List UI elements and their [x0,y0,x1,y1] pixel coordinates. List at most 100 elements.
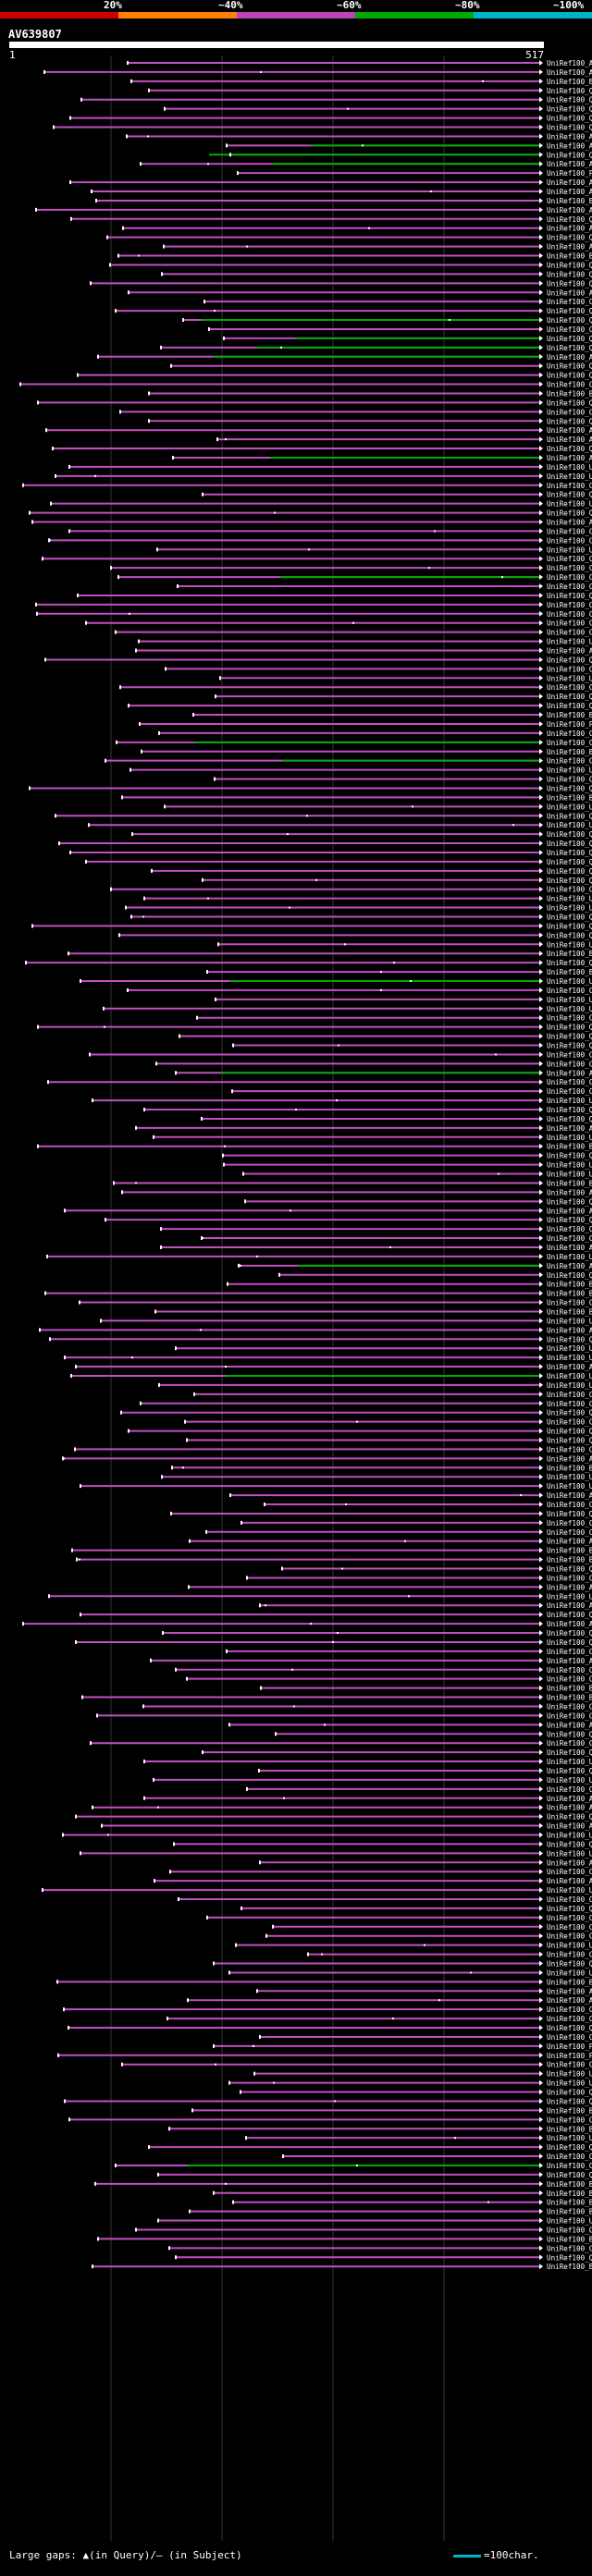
hit-label[interactable]: UniRef100_A3MYQ5 [547,426,592,435]
hit-label[interactable]: UniRef100_Q0UNR5 [547,959,592,967]
hit-label[interactable]: UniRef100_B9PH07 [547,1547,592,1555]
hit-label[interactable]: UniRef100_Q13DA6 [547,115,592,123]
hit-label[interactable]: UniRef100_C1EGH6 [547,1785,592,1794]
hit-label[interactable]: UniRef100_Q5LKF2 [547,215,592,224]
hit-label[interactable]: UniRef100_Q1DQH6 [547,1767,592,1775]
hit-label[interactable]: UniRef100_C7RZJ1 [547,1711,592,1720]
hit-label[interactable]: UniRef100_C1YSW9 [547,1648,592,1656]
hit-label[interactable]: UniRef100_C5UR06 [547,2015,592,2023]
hit-label[interactable]: UniRef100_C5E182 [547,1087,592,1096]
hit-label[interactable]: UniRef100_C7Y0U9 [547,1418,592,1427]
hit-label[interactable]: UniRef100_C7YYX3 [547,583,592,591]
hit-label[interactable]: UniRef100_Q73DJ3 [547,1197,592,1206]
hit-label[interactable]: UniRef100_Q5BDL1 [547,1510,592,1518]
hit-label[interactable]: UniRef100_Q9XPG2 [547,812,592,820]
hit-label[interactable]: UniRef100_Q6CN63 [547,1905,592,1913]
hit-label[interactable]: UniRef100_Q13968 [547,1428,592,1436]
hit-label[interactable]: UniRef100_UP1000... [547,996,592,1004]
hit-label[interactable]: UniRef100_B3SA75 [547,1290,592,1298]
hit-label[interactable]: UniRef100_B9QVA7 [547,950,592,958]
hit-label[interactable]: UniRef100_Q22PB8 [547,1840,592,1848]
hit-label[interactable]: UniRef100_UP1000... [547,1969,592,1977]
hit-label[interactable]: UniRef100_UP1000... [547,2217,592,2226]
hit-label[interactable]: UniRef100_C3ZVM5 [547,683,592,692]
hit-label[interactable]: UniRef100_Q5ALZ9 [547,702,592,710]
hit-label[interactable]: UniRef100_A8IKB4 [547,59,592,67]
hit-label[interactable]: UniRef100_UP1000... [547,1592,592,1601]
hit-label[interactable]: UniRef100_A9HWA4 [547,188,592,196]
hit-label[interactable]: UniRef100_C9AKQ8 [547,1528,592,1537]
hit-label[interactable]: UniRef100_UP1000... [547,500,592,509]
hit-label[interactable]: UniRef100_UP1000... [547,1758,592,1766]
hit-label[interactable]: UniRef100_B4G689 [547,2199,592,2207]
hit-label[interactable]: UniRef100_C4R071 [547,730,592,738]
hit-label[interactable]: UniRef100_UP1000... [547,1942,592,1950]
hit-label[interactable]: UniRef100_C7ZC34 [547,1391,592,1399]
hit-label[interactable]: UniRef100_A7HVX9 [547,206,592,215]
hit-label[interactable]: UniRef100_B4R442 [547,252,592,261]
hit-label[interactable]: UniRef100_UP1000... [547,940,592,949]
hit-label[interactable]: UniRef100_Q9ENE7 [547,399,592,407]
hit-label[interactable]: UniRef100_UP1000... [547,2070,592,2079]
hit-label[interactable]: UniRef100_C5DEX4 [547,757,592,766]
hit-label[interactable]: UniRef100_C4YRE3 [547,1574,592,1582]
hit-label[interactable]: UniRef100_A4WNC2 [547,1601,592,1610]
hit-label[interactable]: UniRef100_Q8RT11 [547,344,592,352]
hit-label[interactable]: UniRef100_B1WZ49 [547,1978,592,1986]
hit-label[interactable]: UniRef100_B6K8M4 [547,968,592,976]
hit-label[interactable]: UniRef100_C9KI09 [547,2061,592,2069]
hit-label[interactable]: UniRef100_Q2TSM7 [547,931,592,939]
hit-label[interactable]: UniRef100_C9SFL8 [547,573,592,582]
hit-label[interactable]: UniRef100_C5YIP9 [547,2033,592,2042]
hit-label[interactable]: UniRef100_UP1000... [547,1317,592,1325]
hit-label[interactable]: UniRef100_Q6CVM5 [547,1271,592,1280]
hit-label[interactable]: UniRef100_Q4XBR7 [547,1629,592,1638]
hit-label[interactable]: UniRef100_UP1000... [547,1381,592,1390]
hit-label[interactable]: UniRef100_A7SFQ5 [547,1538,592,1546]
hit-label[interactable]: UniRef100_Q5ZL18 [547,1335,592,1343]
hit-label[interactable]: UniRef100_C7YEI1 [547,536,592,545]
hit-label[interactable]: UniRef100_UP1000... [547,1482,592,1490]
hit-label[interactable]: UniRef100_A6LM79 [547,1620,592,1628]
hit-label[interactable]: UniRef100_C3ZPE1 [547,619,592,628]
hit-label[interactable]: UniRef100_C5GAP0 [547,1675,592,1684]
hit-label[interactable]: UniRef100_B3LIR6 [547,793,592,802]
hit-label[interactable]: UniRef100_UP1000... [547,638,592,646]
hit-label[interactable]: UniRef100_A5E443 [547,1583,592,1591]
hit-label[interactable]: UniRef100_UP1000... [547,1831,592,1839]
hit-label[interactable]: UniRef100_Q1DKI3 [547,124,592,132]
hit-label[interactable]: UniRef100_B3LPV2 [547,711,592,719]
hit-label[interactable]: UniRef100_Q2SJ84 [547,372,592,380]
hit-label[interactable]: UniRef100_A7K4Q7 [547,353,592,362]
hit-label[interactable]: UniRef100_A4PQN8 [547,1804,592,1812]
hit-label[interactable]: UniRef100_Q9A470 [547,270,592,278]
hit-label[interactable]: UniRef100_B8NTV3 [547,2125,592,2133]
hit-label[interactable]: UniRef100_A6WYV6 [547,178,592,187]
hit-label[interactable]: UniRef100_A3RWM6 [547,132,592,141]
hit-label[interactable]: UniRef100_Q9Z4Q0 [547,307,592,315]
hit-label[interactable]: UniRef100_B4NYZ9 [547,1464,592,1472]
hit-label[interactable]: UniRef100_Q8H1E5 [547,316,592,325]
hit-label[interactable]: UniRef100_C7Q0R5 [547,2153,592,2161]
hit-label[interactable]: UniRef100_C2A0C5 [547,2226,592,2234]
hit-label[interactable]: UniRef100_C7MTA1 [547,1895,592,1904]
hit-label[interactable]: UniRef100_Q0D7Q5 [547,2171,592,2179]
hit-label[interactable]: UniRef100_C4R414 [547,1914,592,1922]
hit-label[interactable]: UniRef100_C9KQ61 [547,886,592,894]
hit-label[interactable]: UniRef100_UP1000... [547,1097,592,1105]
hit-label[interactable]: UniRef100_A7ETP6 [547,1454,592,1463]
hit-label[interactable]: UniRef100_UP1000... [547,546,592,554]
hit-label[interactable]: UniRef100_UP1000... [547,904,592,913]
hit-label[interactable]: UniRef100_A4YKQ8 [547,160,592,168]
hit-label[interactable]: UniRef100_Q5EN18 [547,1115,592,1123]
hit-label[interactable]: UniRef100_UP1000... [547,1372,592,1380]
hit-label[interactable]: UniRef100_B9WFZ9 [547,1179,592,1187]
hit-label[interactable]: UniRef100_UP1000... [547,1776,592,1785]
hit-label[interactable]: UniRef100_A5DLA6 [547,1262,592,1270]
hit-label[interactable]: UniRef100_Q5AVH7 [547,1437,592,1445]
hit-label[interactable]: UniRef100_A4E8F3 [547,141,592,150]
hit-label[interactable]: UniRef100_UP1000... [547,1849,592,1858]
hit-label[interactable]: UniRef100_UP1000... [547,2079,592,2088]
hit-label[interactable]: UniRef100_Q5BG04 [547,784,592,792]
hit-label[interactable]: UniRef100_C5EZJ5 [547,665,592,673]
